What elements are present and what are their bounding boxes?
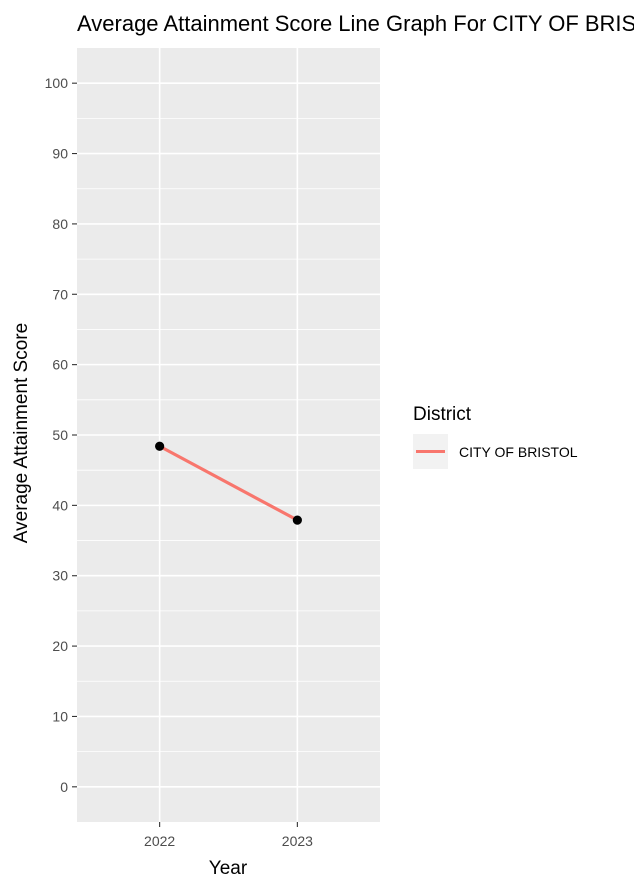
x-axis-title: Year bbox=[209, 858, 248, 879]
data-point bbox=[292, 515, 302, 525]
y-tick-label: 0 bbox=[60, 779, 68, 795]
y-tick-label: 80 bbox=[52, 216, 68, 232]
legend: District CITY OF BRISTOL bbox=[413, 404, 578, 469]
y-tick-label: 60 bbox=[52, 357, 68, 373]
series-line bbox=[158, 444, 299, 522]
y-tick-label: 50 bbox=[52, 427, 68, 443]
chart-title: Average Attainment Score Line Graph For … bbox=[77, 11, 634, 36]
y-tick-label: 10 bbox=[52, 708, 68, 724]
y-tick-label: 90 bbox=[52, 146, 68, 162]
y-tick-label: 40 bbox=[52, 497, 68, 513]
y-tick-label: 30 bbox=[52, 568, 68, 584]
legend-title: District bbox=[413, 404, 472, 425]
y-tick-label: 70 bbox=[52, 286, 68, 302]
y-tick-label: 100 bbox=[45, 75, 69, 91]
x-tick-label: 2022 bbox=[144, 833, 175, 849]
y-tick-label: 20 bbox=[52, 638, 68, 654]
x-tick-label: 2023 bbox=[282, 833, 313, 849]
data-point bbox=[155, 441, 165, 451]
legend-label: CITY OF BRISTOL bbox=[459, 444, 578, 460]
y-axis-title: Average Attainment Score bbox=[11, 323, 32, 543]
